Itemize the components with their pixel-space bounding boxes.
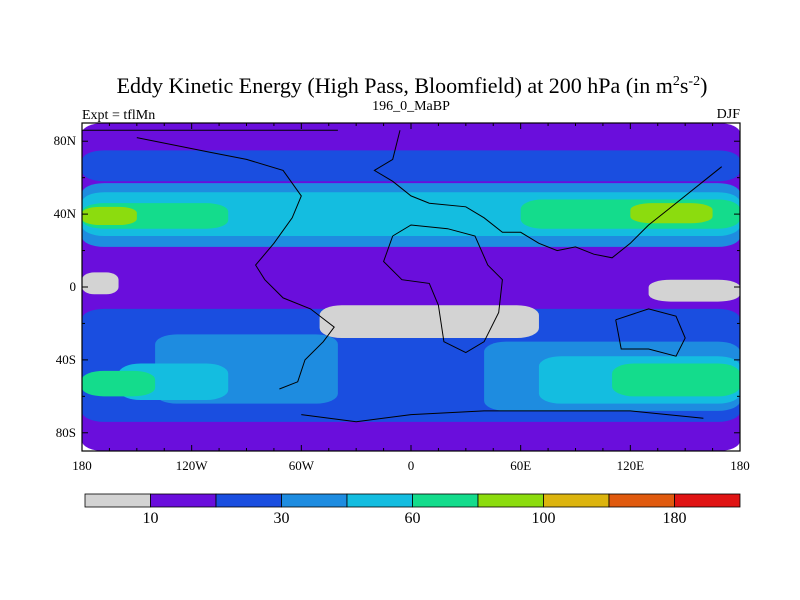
title-main: Eddy Kinetic Energy (High Pass, Bloomfie… (117, 73, 673, 98)
contour-band-4-2 (82, 370, 156, 397)
y-tick-label-2: 0 (70, 279, 77, 294)
colorbar-box-0 (84, 493, 151, 508)
colorbar-label-0: 10 (143, 510, 159, 527)
colorbar-box-8 (608, 493, 675, 508)
y-tick-label-0: 80N (54, 133, 77, 148)
coastline-1 (136, 137, 335, 390)
colorbar-box-5 (412, 493, 479, 508)
y-tick-label-4: 80S (56, 425, 76, 440)
colorbar-box-9 (674, 493, 741, 508)
x-tick-label-4: 60E (510, 458, 531, 473)
contour-band-5-1 (630, 203, 713, 224)
x-tick-label-2: 60W (289, 458, 315, 473)
coastlines (82, 129, 723, 423)
contour-band-4-3 (612, 363, 740, 397)
x-tick-label-6: 180 (730, 458, 750, 473)
coastline-2 (373, 130, 723, 259)
colorbar-box-4 (346, 493, 413, 508)
title-sup1: 2 (673, 74, 680, 89)
subtitle-left: Expt = tflMn (82, 108, 155, 123)
colorbar: 10 30 60 100 180 (84, 493, 741, 527)
colorbar-label-3: 100 (532, 510, 556, 527)
x-tick-label-3: 0 (408, 458, 415, 473)
title-sup2: -2 (688, 74, 700, 89)
contour-band-5-0 (82, 206, 137, 226)
x-tick-label-5: 120E (617, 458, 645, 473)
y-tick-label-3: 40S (56, 352, 76, 367)
colorbar-box-3 (281, 493, 348, 508)
coastline-5 (301, 410, 704, 423)
coastline-3 (383, 224, 503, 354)
contour-band-1-0 (82, 150, 740, 182)
subtitle-center: 196_0_MaBP (372, 99, 450, 114)
colorbar-box-7 (543, 493, 610, 508)
contour-band-6-0 (82, 272, 119, 295)
colorbar-box-2 (215, 493, 282, 508)
subtitle-right: DJF (717, 107, 741, 122)
x-tick-label-0: 180 (72, 458, 92, 473)
title-end: ) (700, 73, 707, 98)
colorbar-box-1 (150, 493, 217, 508)
contour-band-6-1 (319, 305, 539, 339)
axis-ticks: 180 120W 60W 0 60E 120E 180 80N 40N 0 40S 80S (54, 123, 750, 473)
colorbar-label-1: 30 (274, 510, 290, 527)
y-tick-label-1: 40N (54, 206, 77, 221)
x-tick-label-1: 120W (176, 458, 209, 473)
coastline-4 (615, 308, 686, 357)
colorbar-box-6 (477, 493, 544, 508)
chart-title: Eddy Kinetic Energy (High Pass, Bloomfie… (117, 73, 708, 98)
contour-band-6-2 (648, 279, 740, 302)
title-mid: s (680, 73, 689, 98)
contour-fill (82, 123, 740, 451)
colorbar-label-2: 60 (405, 510, 421, 527)
colorbar-label-4: 180 (663, 510, 687, 527)
